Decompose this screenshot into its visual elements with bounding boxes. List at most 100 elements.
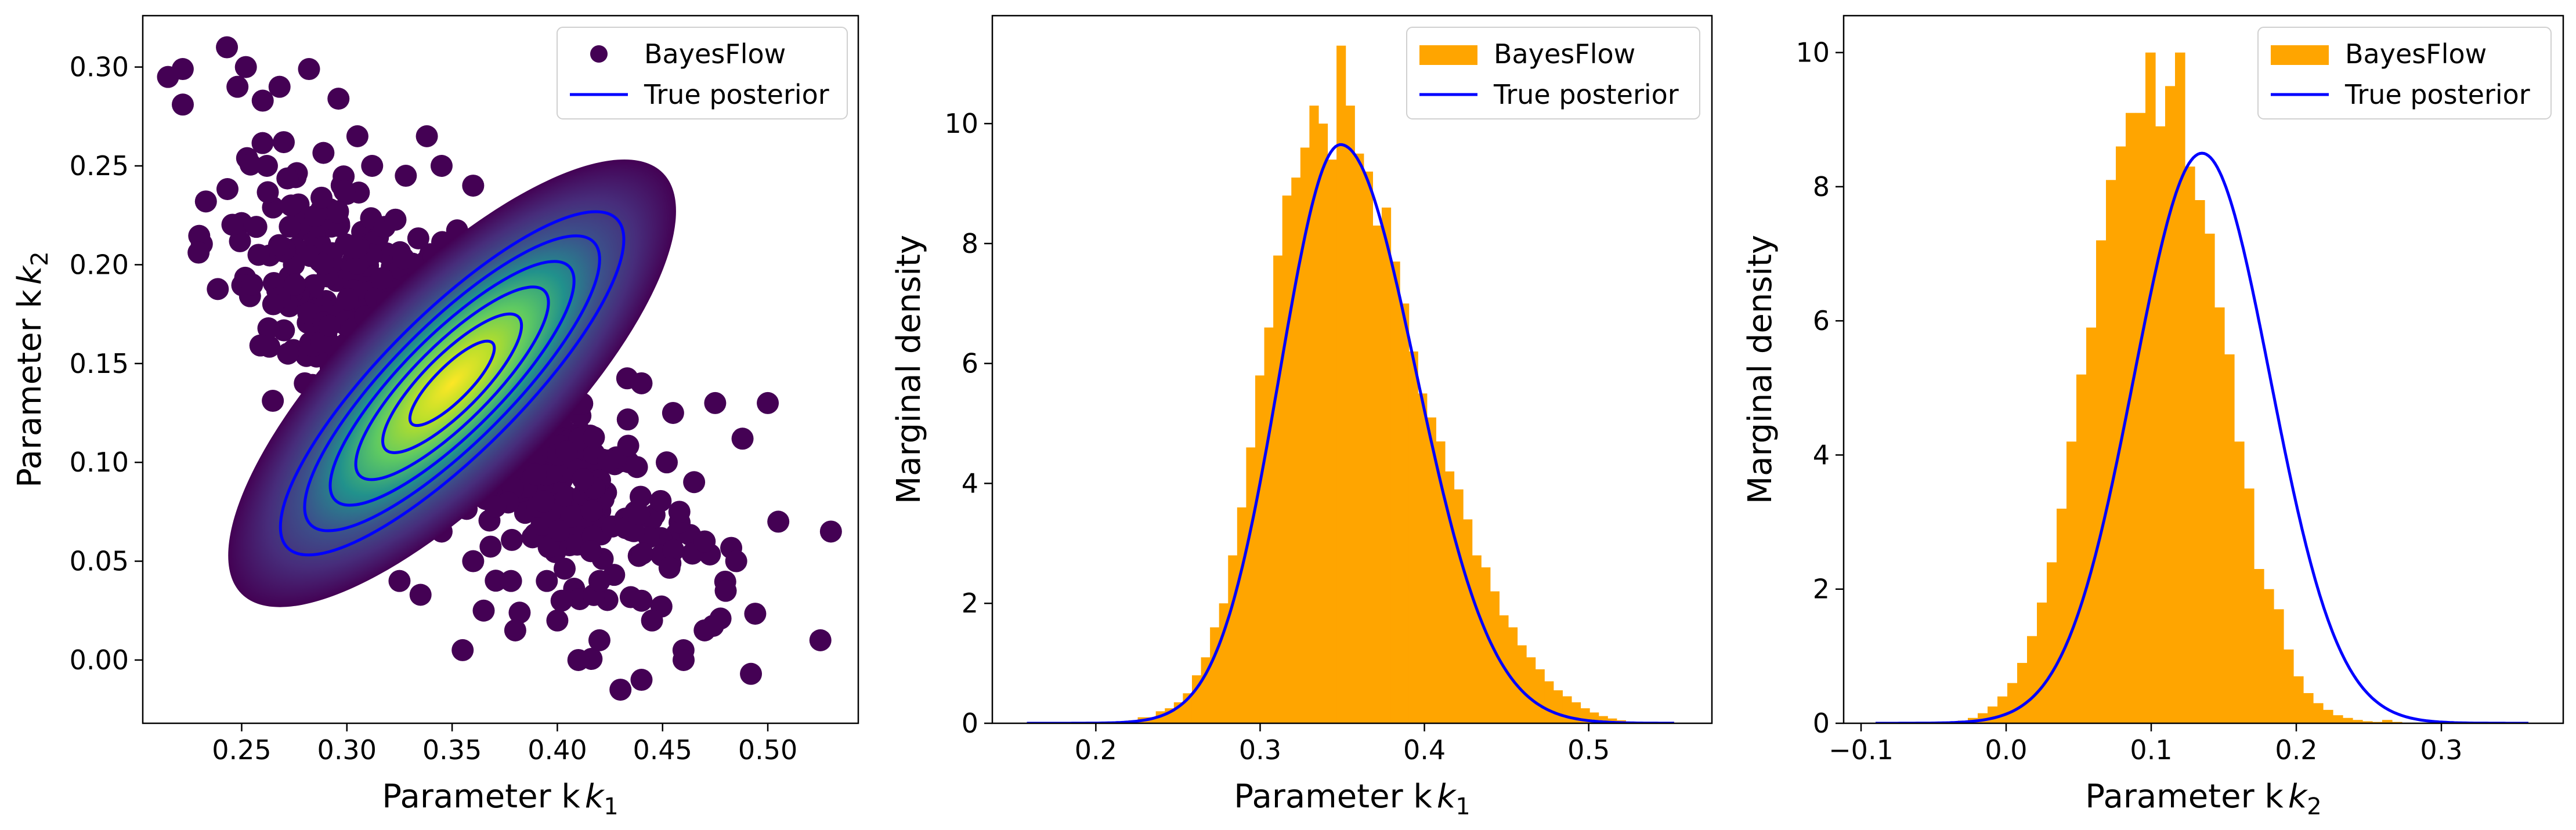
histogram-bar xyxy=(1454,489,1464,723)
scatter-point xyxy=(171,58,194,81)
scatter-point xyxy=(588,570,610,592)
histogram-bar xyxy=(2145,52,2156,723)
scatter-point xyxy=(588,629,610,651)
scatter-point xyxy=(216,36,239,59)
histogram-bar xyxy=(1354,153,1364,723)
scatter-point xyxy=(346,125,368,147)
y-tick-label: 6 xyxy=(962,348,978,379)
legend-swatch-bayesflow xyxy=(2271,45,2329,65)
legend-box xyxy=(2257,27,2552,119)
histogram-bar xyxy=(1988,706,1998,723)
scatter-point xyxy=(567,648,590,671)
scatter-point xyxy=(580,540,602,563)
legend-label-bayesflow: BayesFlow xyxy=(1494,38,1635,70)
histogram-bar xyxy=(2274,609,2284,723)
histogram-bar xyxy=(2284,649,2294,723)
scatter-point xyxy=(819,520,842,543)
scatter-point xyxy=(597,449,619,472)
scatter-point xyxy=(649,490,672,512)
histogram-bar xyxy=(2057,508,2067,723)
histogram-bar xyxy=(1363,171,1373,723)
histogram-bar xyxy=(1219,603,1229,723)
scatter-point xyxy=(371,267,393,289)
contour-line xyxy=(303,234,601,532)
scatter-point xyxy=(247,244,270,266)
scatter-point xyxy=(553,557,576,580)
histogram-bar xyxy=(1228,555,1238,723)
scatter-point xyxy=(234,56,257,78)
scatter-point xyxy=(628,503,651,525)
histogram-bar xyxy=(2066,441,2077,723)
scatter-point xyxy=(525,463,547,486)
legend-label-bayesflow: BayesFlow xyxy=(2345,38,2487,70)
scatter-point xyxy=(188,224,211,247)
scatter-point xyxy=(312,253,334,276)
histogram-bar xyxy=(2264,589,2274,723)
scatter-point xyxy=(555,440,578,462)
x-tick-label: 0.40 xyxy=(528,734,587,766)
scatter-point xyxy=(262,293,284,316)
scatter-point xyxy=(409,583,432,606)
histogram-bar xyxy=(2126,113,2136,723)
scatter-point xyxy=(172,93,194,116)
histogram-bar xyxy=(1526,657,1536,723)
histogram-bar xyxy=(1997,696,2008,723)
histogram-bar xyxy=(1264,327,1274,723)
scatter-point xyxy=(310,186,333,209)
histogram-bar xyxy=(1327,160,1337,723)
histogram-bar xyxy=(2106,180,2116,723)
true-posterior-contours xyxy=(279,210,626,557)
histogram-bar xyxy=(1562,696,1572,723)
y-tick-label: 0 xyxy=(962,708,978,739)
histogram-bar xyxy=(1309,106,1319,723)
scatter-point xyxy=(345,237,367,259)
histogram-bar xyxy=(1318,124,1328,723)
scatter-point xyxy=(501,528,523,551)
scatter-point xyxy=(629,485,652,508)
legend-label-true-posterior: True posterior xyxy=(644,79,829,110)
scatter-point xyxy=(333,180,356,202)
histogram-bar xyxy=(1147,717,1157,723)
scatter-point xyxy=(609,679,632,701)
contour-line xyxy=(279,210,626,557)
scatter-point xyxy=(187,241,210,264)
scatter-point xyxy=(280,194,302,217)
density-core xyxy=(228,160,676,607)
x-tick-label: 0.0 xyxy=(1985,734,2027,766)
x-tick-label: 0.5 xyxy=(1567,734,1610,766)
x-tick-label: 0.1 xyxy=(2130,734,2172,766)
histogram-bar xyxy=(2214,307,2225,723)
axis-ticks: −0.1 0.0 0.1 0.2 0.3 0 2 4 6 8 10 xyxy=(1795,37,2462,766)
plot-frame xyxy=(142,15,859,724)
histogram-bar xyxy=(2303,693,2314,723)
histogram-bar xyxy=(1255,375,1265,723)
scatter-point xyxy=(550,589,573,612)
scatter-point xyxy=(327,88,350,110)
histogram-bar xyxy=(2175,52,2185,723)
scatter-point xyxy=(809,629,832,651)
plot-frame xyxy=(991,15,1713,724)
histogram-bar xyxy=(1246,447,1256,723)
histogram-bar xyxy=(2205,233,2215,723)
histogram-bar xyxy=(2195,200,2205,723)
scatter-point xyxy=(714,579,737,602)
scatter-point xyxy=(631,542,654,565)
scatter-point xyxy=(279,215,301,238)
histogram-bar xyxy=(1481,567,1491,723)
x-tick-label: −0.1 xyxy=(1829,734,1894,766)
histogram-bar xyxy=(1418,393,1428,723)
histogram-bar xyxy=(2362,721,2373,723)
scatter-point xyxy=(530,514,553,537)
histogram-bar xyxy=(2244,488,2255,723)
scatter-panel: 0.25 0.30 0.35 0.40 0.45 0.50 0.00 0.05 0.10 0.15… xyxy=(11,15,859,820)
scatter-point xyxy=(277,342,299,365)
scatter-point xyxy=(346,253,368,276)
histogram-bar xyxy=(1291,177,1301,723)
scatter-point xyxy=(241,273,263,296)
histogram-bar xyxy=(2037,602,2047,723)
x-tick-label: 0.3 xyxy=(1239,734,1281,766)
x-axis-label: Parameter k k1 xyxy=(1234,778,1470,820)
scatter-point xyxy=(388,570,411,592)
histogram-bar xyxy=(2254,569,2264,723)
histogram-bar xyxy=(1436,441,1446,723)
